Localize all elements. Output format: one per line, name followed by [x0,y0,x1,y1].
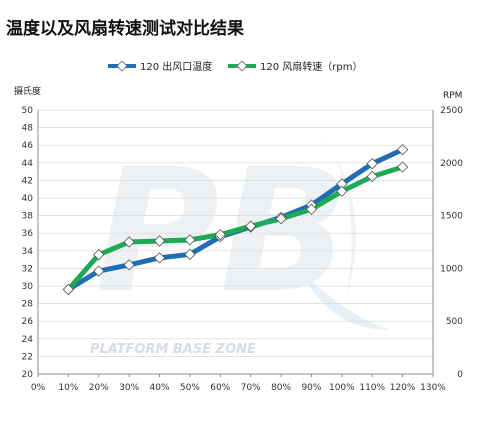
watermark-text: PLATFORM BASE ZONE [90,342,256,357]
legend-marker-fan-speed [236,60,248,72]
data-point-temperature [396,143,409,156]
data-point-fan-speed [184,234,196,246]
data-point-fan-speed [214,228,226,241]
watermark-swoosh-2 [300,270,390,330]
y-tick-label-right: 500 [446,317,463,327]
data-point-temperature [123,259,135,271]
y-axis-ticks-left: 20 22 24 26 28 30 32 34 36 38 40 42 44 46 48 50 [22,106,34,380]
legend-label-temperature: 120 出风口温度 [140,60,212,73]
data-point-fan-speed [93,249,105,261]
y-tick-label-right: 1500 [440,212,463,222]
y-tick-label-left: 28 [22,300,34,310]
y-tick-label-left: 30 [22,282,34,292]
data-point-temperature [336,178,348,190]
series [62,143,409,296]
y-tick-label-left: 32 [22,264,33,274]
y-tick-label-right: 2000 [440,159,463,169]
y-axis-title-right: RPM [443,91,462,101]
data-point-fan-speed [305,203,318,215]
x-tick-label: 20% [89,383,109,393]
y-tick-label-left: 20 [22,370,34,380]
legend-marker-temperature [116,60,128,72]
x-tick-label: 10% [58,383,78,393]
y-tick-label-left: 46 [22,141,34,151]
x-tick-label: 120% [390,383,416,393]
y-tick-label-left: 26 [22,317,34,327]
y-tick-label-left: 44 [22,159,34,169]
data-point-temperature [153,252,166,264]
series-line-fan-speed [65,164,406,293]
axes [37,110,434,375]
data-point-temperature [184,248,196,260]
data-point-fan-speed [336,185,348,197]
y-tick-label-left: 48 [22,124,34,134]
legend-label-fan-speed: 120 风扇转速（rpm） [260,60,362,73]
data-point-fan-speed [396,161,409,173]
x-tick-label: 130% [420,383,446,393]
y-tick-label-left: 24 [22,335,34,345]
chart-title: 温度以及风扇转速测试对比结果 [6,18,244,39]
grid [38,109,433,375]
data-point-fan-speed [123,236,135,248]
x-tick-label: 40% [150,383,170,393]
y-tick-label-left: 22 [22,352,33,362]
y-tick-label-left: 42 [22,176,33,186]
y-axis-title-left: 摄氏度 [14,85,41,97]
x-tick-label: 50% [180,383,200,393]
x-tick-label: 100% [329,383,355,393]
y-tick-label-left: 50 [22,106,34,116]
y-tick-label-left: 40 [22,194,34,204]
y-tick-label-right: 1000 [440,264,463,274]
x-axis-ticks: 0% 10% 20% 30% 40% 50% 60% 70% 80% 90% 100% 110% 120… [31,374,446,393]
data-point-fan-speed [245,220,257,232]
data-point-fan-speed [153,235,166,247]
y-axis-ticks-right: 0 500 1000 1500 2000 2500 [440,106,463,380]
data-point-temperature [93,265,105,277]
x-tick-label: 30% [119,383,139,393]
data-point-fan-speed [275,213,287,225]
legend: 120 出风口温度 120 风扇转速（rpm） [108,60,362,73]
y-tick-label-right: 2500 [440,106,463,116]
x-tick-label: 80% [271,383,291,393]
y-tick-label-left: 38 [22,212,34,222]
y-tick-label-right: 0 [457,370,463,380]
x-tick-label: 110% [359,383,385,393]
x-tick-label: 0% [31,383,46,393]
x-tick-label: 90% [301,383,321,393]
data-point-fan-speed [62,283,75,296]
y-tick-label-left: 36 [22,229,34,239]
data-point-fan-speed [366,170,378,183]
x-tick-label: 70% [241,383,261,393]
x-tick-label: 60% [210,383,230,393]
data-point-temperature [366,158,378,170]
y-tick-label-left: 34 [22,247,34,257]
